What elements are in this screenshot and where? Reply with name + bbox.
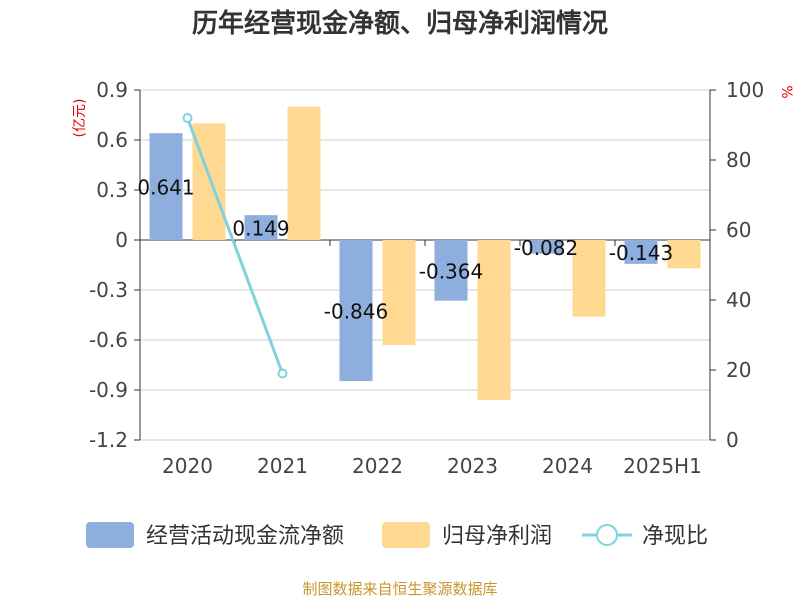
left-tick-label: -0.9 [89,378,128,402]
left-tick-label: 0.9 [96,78,128,102]
bar-net-profit [382,240,416,345]
left-tick-label: -0.6 [89,328,128,352]
left-tick-label: -1.2 [89,428,128,452]
ratio-line-path [186,117,284,375]
left-tick-label: 0 [115,228,128,252]
axes [134,89,716,441]
bar-operating-cashflow [149,133,183,240]
legend-label-net-profit: 归母净利润 [442,524,552,549]
bar-operating-cashflow [244,215,278,240]
ratio-line [182,113,288,379]
legend-label-operating-cashflow: 经营活动现金流净额 [146,524,344,549]
bar-net-profit [667,240,701,269]
chart-title: 历年经营现金净额、归母净利润情况 [192,8,608,39]
right-tick-label: 20 [726,358,751,382]
bar-operating-cashflow [339,240,373,381]
bars [149,106,701,400]
bar-net-profit [477,240,511,400]
ratio-point [182,113,193,123]
legend-marker-ratio [596,524,618,546]
data-labels: 0.641 0.149 -0.846 -0.364 -0.082 -0.143 [137,176,673,324]
bar-operating-cashflow [529,240,563,254]
x-tick-label: 2025H1 [623,454,702,478]
right-tick-label: 0 [726,428,739,452]
tick-labels: 0.9 0.6 0.3 0 -0.3 -0.6 -0.9 -1.2 100 80 60 40 20 0 20… [89,78,764,478]
x-tick-label: 2022 [352,454,403,478]
bar-operating-cashflow [434,240,468,301]
bar-operating-cashflow [624,240,658,264]
left-axis-unit: (亿元) [72,99,88,138]
data-label: 0.149 [232,217,289,241]
data-label: -0.364 [419,259,483,283]
data-label: 0.641 [137,176,194,200]
right-tick-label: 100 [726,78,764,102]
right-tick-label: 80 [726,148,751,172]
bar-net-profit [572,240,606,317]
right-tick-label: 60 [726,218,751,242]
source-note: 制图数据来自恒生聚源数据库 [302,580,497,598]
right-axis-unit: % [778,85,794,98]
x-tick-label: 2023 [447,454,498,478]
legend-label-ratio: 净现比 [642,524,708,549]
ratio-point [277,368,288,379]
x-tick-label: 2024 [542,454,593,478]
data-label: -0.082 [514,236,578,260]
data-label: -0.846 [324,300,388,324]
left-tick-label: 0.6 [96,128,128,152]
right-tick-label: 40 [726,288,751,312]
legend-swatch-operating-cashflow [86,522,134,548]
legend: 经营活动现金流净额 归母净利润 净现比 [86,522,708,549]
x-tick-label: 2020 [162,454,213,478]
bar-net-profit [287,106,321,241]
left-tick-label: -0.3 [89,278,128,302]
legend-swatch-net-profit [382,522,430,548]
x-tick-label: 2021 [257,454,308,478]
data-label: -0.143 [609,241,673,265]
left-tick-label: 0.3 [96,178,128,202]
